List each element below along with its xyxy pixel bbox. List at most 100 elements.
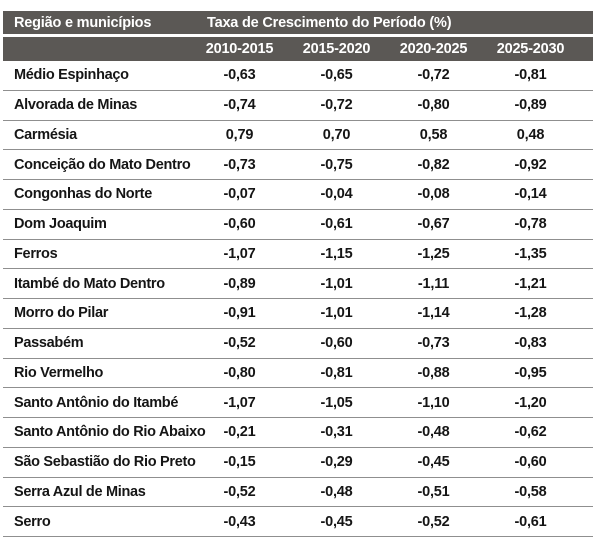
table-row: Santo Antônio do Rio Abaixo -0,21 -0,31 … (3, 418, 593, 448)
growth-value: -0,81 (514, 67, 547, 84)
growth-value: -0,73 (417, 335, 450, 352)
growth-value: -0,81 (320, 364, 353, 381)
growth-value: -1,20 (514, 394, 547, 411)
growth-value: -0,80 (417, 97, 450, 114)
growth-value: -0,95 (514, 364, 547, 381)
municipality-name: Serro (14, 513, 51, 530)
growth-value: 0,70 (322, 126, 351, 143)
growth-value: -0,51 (417, 483, 450, 500)
municipality-name: Alvorada de Minas (14, 97, 138, 114)
growth-value: -1,07 (223, 245, 256, 262)
growth-value: -0,29 (320, 454, 353, 471)
municipality-name: Carmésia (14, 126, 77, 143)
municipality-name: Rio Vermelho (14, 364, 104, 381)
growth-rate-table: Região e municípios Taxa de Crescimento … (3, 11, 593, 537)
table-row: Santo Antônio do Itambé -1,07 -1,05 -1,1… (3, 388, 593, 418)
growth-value: -1,21 (514, 275, 547, 292)
municipality-name: Dom Joaquim (14, 216, 107, 233)
growth-value: -0,80 (223, 364, 256, 381)
growth-value: -0,60 (320, 335, 353, 352)
growth-value: -1,10 (417, 394, 450, 411)
growth-value: -0,31 (320, 424, 353, 441)
growth-value: -1,15 (320, 245, 353, 262)
growth-value: -1,01 (320, 275, 353, 292)
growth-value: -0,74 (223, 97, 256, 114)
growth-value: -0,72 (417, 67, 450, 84)
municipality-name: São Sebastião do Rio Preto (14, 454, 196, 471)
growth-value: -0,45 (417, 454, 450, 471)
table-header-top-band: Região e municípios Taxa de Crescimento … (3, 11, 593, 34)
table-row: Itambé do Mato Dentro -0,89 -1,01 -1,11 … (3, 269, 593, 299)
growth-value: -1,14 (417, 305, 450, 322)
growth-group-header: Taxa de Crescimento do Período (%) (207, 14, 452, 31)
growth-value: -0,45 (320, 513, 353, 530)
growth-value: -0,92 (514, 156, 547, 173)
growth-value: -0,14 (514, 186, 547, 203)
period-header-2015-2020: 2015-2020 (302, 41, 371, 57)
growth-value: -1,05 (320, 394, 353, 411)
header-divider (3, 34, 593, 37)
period-header-2010-2015: 2010-2015 (205, 41, 274, 57)
growth-value: -1,25 (417, 245, 450, 262)
municipality-name: Itambé do Mato Dentro (14, 275, 165, 292)
period-header-2025-2030: 2025-2030 (496, 41, 565, 57)
municipality-name: Serra Azul de Minas (14, 483, 146, 500)
table-row: Carmésia 0,79 0,70 0,58 0,48 (3, 120, 593, 151)
growth-value: -0,60 (223, 216, 256, 233)
growth-value: -0,89 (514, 97, 547, 114)
growth-value: -0,21 (223, 424, 256, 441)
growth-value: -0,04 (320, 186, 353, 203)
growth-value: -0,52 (417, 513, 450, 530)
growth-value: -0,61 (320, 216, 353, 233)
growth-value: -0,65 (320, 67, 353, 84)
municipality-name: Passabém (14, 335, 84, 352)
growth-value: -0,72 (320, 97, 353, 114)
municipality-name: Conceição do Mato Dentro (14, 156, 191, 173)
table-row: São Sebastião do Rio Preto -0,15 -0,29 -… (3, 447, 593, 478)
region-column-header: Região e municípios (14, 14, 152, 31)
growth-value: -0,91 (223, 305, 256, 322)
growth-value: -0,58 (514, 483, 547, 500)
table-row: Morro do Pilar -0,91 -1,01 -1,14 -1,28 (3, 299, 593, 329)
table-row: Ferros -1,07 -1,15 -1,25 -1,35 (3, 239, 593, 270)
growth-value: -0,15 (223, 454, 256, 471)
growth-value: -0,88 (417, 364, 450, 381)
growth-value: -1,11 (417, 275, 450, 292)
table-row: Serro -0,43 -0,45 -0,52 -0,61 (3, 507, 593, 537)
table-row: Médio Espinhaço -0,63 -0,65 -0,72 -0,81 (3, 61, 593, 91)
table-header-period-band: 2010-2015 2015-2020 2020-2025 2025-2030 (3, 37, 593, 61)
growth-value: 0,79 (225, 126, 254, 143)
growth-value: -0,52 (223, 335, 256, 352)
growth-value: -0,62 (514, 424, 547, 441)
municipality-name: Santo Antônio do Itambé (14, 394, 179, 411)
growth-value: 0,48 (516, 126, 545, 143)
table-row: Conceição do Mato Dentro -0,73 -0,75 -0,… (3, 150, 593, 180)
growth-value: -0,43 (223, 513, 256, 530)
growth-value: -1,01 (320, 305, 353, 322)
growth-value: -1,07 (223, 394, 256, 411)
table-row: Alvorada de Minas -0,74 -0,72 -0,80 -0,8… (3, 90, 593, 121)
growth-value: -0,61 (514, 513, 547, 530)
municipality-name: Ferros (14, 245, 58, 262)
growth-value: -1,35 (514, 245, 547, 262)
growth-value: -0,48 (417, 424, 450, 441)
growth-value: -0,82 (417, 156, 450, 173)
growth-value: -0,83 (514, 335, 547, 352)
period-header-2020-2025: 2020-2025 (399, 41, 468, 57)
table-row: Passabém -0,52 -0,60 -0,73 -0,83 (3, 328, 593, 359)
municipality-name: Congonhas do Norte (14, 186, 152, 203)
municipality-name: Morro do Pilar (14, 305, 109, 322)
growth-value: -0,63 (223, 67, 256, 84)
growth-value: -0,48 (320, 483, 353, 500)
table-row: Serra Azul de Minas -0,52 -0,48 -0,51 -0… (3, 477, 593, 508)
growth-value: 0,58 (419, 126, 448, 143)
municipality-name: Santo Antônio do Rio Abaixo (14, 424, 206, 441)
growth-value: -0,08 (417, 186, 450, 203)
municipality-name: Médio Espinhaço (14, 67, 129, 84)
growth-value: -0,67 (417, 216, 450, 233)
growth-value: -0,60 (514, 454, 547, 471)
growth-value: -1,28 (514, 305, 547, 322)
growth-value: -0,52 (223, 483, 256, 500)
growth-value: -0,73 (223, 156, 256, 173)
